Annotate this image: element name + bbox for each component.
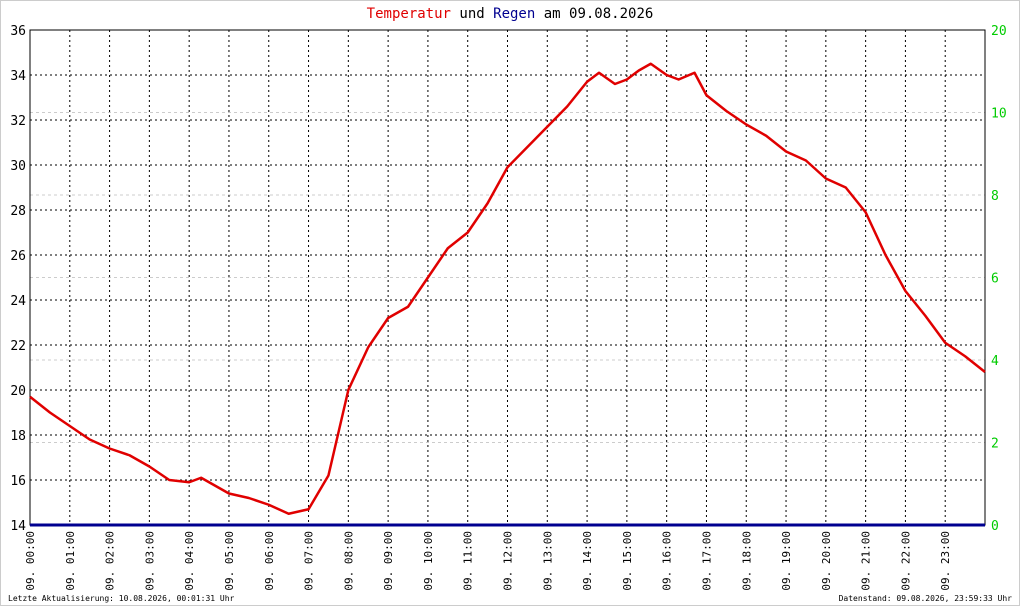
x-tick-label: 09. 05:00: [223, 531, 236, 591]
x-tick-label: 09. 07:00: [303, 531, 316, 591]
x-tick-label: 09. 18:00: [740, 531, 753, 591]
x-tick-label: 09. 00:00: [24, 531, 37, 591]
x-tick-label: 09. 13:00: [541, 531, 554, 591]
x-tick-label: 09. 08:00: [342, 531, 355, 591]
footer-left: Letzte Aktualisierung: 10.08.2026, 00:01…: [8, 594, 235, 603]
y2-tick-label: 20: [991, 24, 1007, 39]
y-tick-label: 22: [10, 339, 26, 354]
x-tick-label: 09. 23:00: [939, 531, 952, 591]
y-tick-label: 32: [10, 114, 26, 129]
title-date: am 09.08.2026: [544, 6, 654, 22]
x-tick-label: 09. 21:00: [860, 531, 873, 591]
x-tick-label: 09. 11:00: [462, 531, 475, 591]
chart-title: Temperatur und Regen am 09.08.2026: [367, 6, 654, 22]
y2-tick-label: 6: [991, 272, 999, 287]
series-line: [29, 62, 986, 515]
y-tick-label: 28: [10, 204, 26, 219]
y-tick-label: 20: [10, 384, 26, 399]
y-tick-label: 36: [10, 24, 26, 39]
x-tick-label: 09. 12:00: [502, 531, 515, 591]
y-tick-label: 18: [10, 429, 26, 444]
x-tick-label: 09. 14:00: [581, 531, 594, 591]
y-tick-label: 16: [10, 474, 26, 489]
x-tick-label: 09. 15:00: [621, 531, 634, 591]
y-tick-label: 34: [10, 69, 26, 84]
x-tick-label: 09. 17:00: [700, 531, 713, 591]
x-tick-label: 09. 10:00: [422, 531, 435, 591]
y2-tick-label: 2: [991, 437, 999, 452]
x-tick-label: 09. 03:00: [143, 531, 156, 591]
title-connector: und: [459, 6, 484, 22]
title-temp: Temperatur: [367, 6, 451, 22]
y-tick-label: 26: [10, 249, 26, 264]
y2-tick-label: 0: [991, 519, 999, 534]
x-tick-label: 09. 02:00: [104, 531, 117, 591]
y2-tick-label: 8: [991, 189, 999, 204]
x-tick-label: 09. 04:00: [183, 531, 196, 591]
y2-tick-label: 4: [991, 354, 999, 369]
title-rain: Regen: [493, 6, 535, 22]
y2-tick-label: 10: [991, 107, 1007, 122]
x-tick-label: 09. 09:00: [382, 531, 395, 591]
x-tick-label: 09. 16:00: [661, 531, 674, 591]
x-tick-label: 09. 06:00: [263, 531, 276, 591]
y-tick-label: 30: [10, 159, 26, 174]
x-tick-label: 09. 22:00: [899, 531, 912, 591]
x-tick-label: 09. 20:00: [820, 531, 833, 591]
y-tick-label: 14: [10, 519, 26, 534]
y-tick-label: 24: [10, 294, 26, 309]
x-tick-label: 09. 19:00: [780, 531, 793, 591]
x-tick-label: 09. 01:00: [64, 531, 77, 591]
footer-right: Datenstand: 09.08.2026, 23:59:33 Uhr: [839, 594, 1013, 603]
